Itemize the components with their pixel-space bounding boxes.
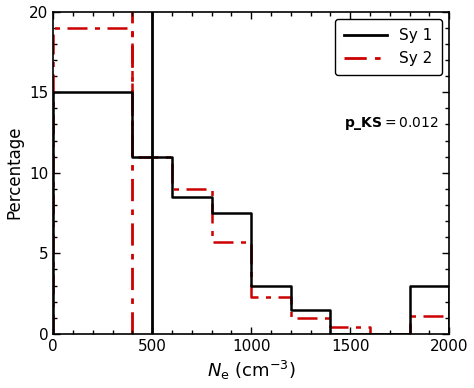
Y-axis label: Percentage: Percentage xyxy=(6,126,24,220)
Text: $\mathbf{p\_KS}=0.012$: $\mathbf{p\_KS}=0.012$ xyxy=(345,115,439,132)
Legend: Sy 1, Sy 2: Sy 1, Sy 2 xyxy=(335,19,442,75)
X-axis label: $N_{\rm e}$ (cm$^{-3}$): $N_{\rm e}$ (cm$^{-3}$) xyxy=(207,359,295,383)
